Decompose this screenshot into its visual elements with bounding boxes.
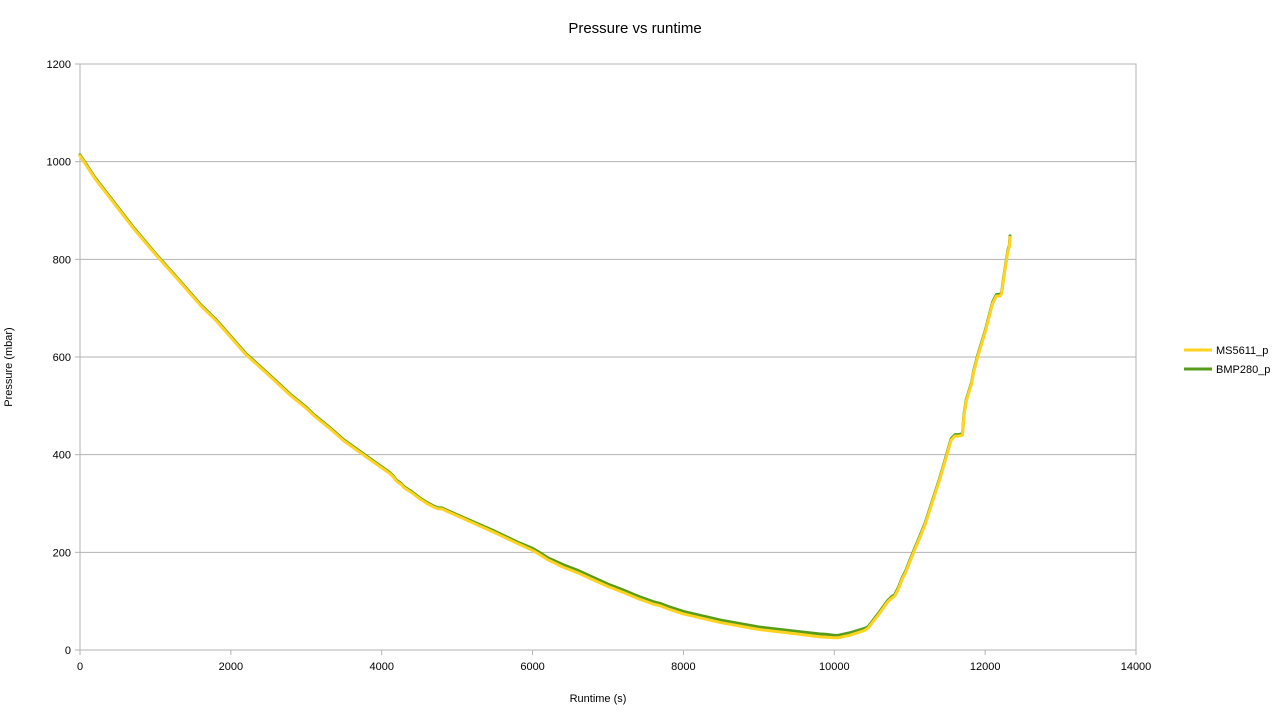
y-tick-label: 1000 [47, 157, 71, 169]
x-tick-label: 10000 [819, 661, 850, 673]
series-line-bmp280-p [78, 153, 1012, 637]
y-axis-title: Pressure (mbar) [3, 327, 15, 406]
x-axis-ticks: 0 2000 4000 6000 8000 10000 12000 14000 [77, 650, 1151, 673]
x-tick-label: 12000 [970, 661, 1001, 673]
y-tick-label: 400 [53, 450, 71, 462]
y-tick-label: 800 [53, 254, 71, 266]
chart-title: Pressure vs runtime [568, 20, 701, 37]
y-tick-label: 200 [53, 547, 71, 559]
legend: MS5611_p BMP280_p [1184, 345, 1270, 376]
legend-label: MS5611_p [1216, 345, 1268, 357]
series-line-ms5611-p [78, 154, 1012, 640]
x-axis-title: Runtime (s) [570, 693, 627, 705]
series-lines [78, 153, 1012, 640]
x-tick-label: 8000 [671, 661, 695, 673]
x-tick-label: 2000 [219, 661, 243, 673]
x-tick-label: 6000 [520, 661, 544, 673]
y-tick-label: 0 [65, 645, 71, 657]
y-axis-ticks: 0 200 400 600 800 1000 1200 [47, 59, 80, 657]
y-tick-label: 600 [53, 352, 71, 364]
y-tick-label: 1200 [47, 59, 71, 71]
legend-label: BMP280_p [1216, 364, 1270, 376]
x-tick-label: 0 [77, 661, 83, 673]
x-tick-label: 4000 [369, 661, 393, 673]
x-tick-label: 14000 [1121, 661, 1152, 673]
